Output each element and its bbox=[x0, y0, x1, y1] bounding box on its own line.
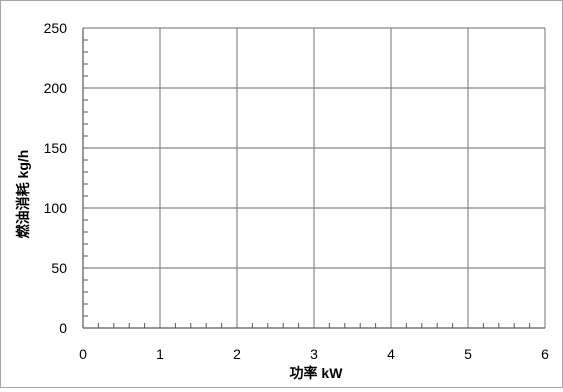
y-tick-label-200: 200 bbox=[44, 80, 68, 96]
tick-marks bbox=[83, 39, 531, 328]
y-tick-label-100: 100 bbox=[44, 200, 68, 216]
x-tick-labels: 0 1 2 3 4 5 6 bbox=[79, 346, 549, 362]
axes bbox=[82, 28, 545, 329]
x-tick-label-1: 1 bbox=[156, 346, 164, 362]
y-tick-label-150: 150 bbox=[44, 140, 68, 156]
x-tick-label-3: 3 bbox=[310, 346, 318, 362]
grid bbox=[83, 27, 546, 328]
y-tick-label-50: 50 bbox=[51, 260, 67, 276]
y-tick-label-0: 0 bbox=[59, 320, 67, 336]
y-tick-labels: 0 50 100 150 200 250 bbox=[44, 20, 68, 336]
x-tick-label-4: 4 bbox=[387, 346, 395, 362]
x-axis-title: 功率 kW bbox=[290, 365, 344, 381]
x-tick-label-0: 0 bbox=[79, 346, 87, 362]
y-axis-title: 燃油消耗 kg/h bbox=[15, 150, 31, 239]
x-tick-label-6: 6 bbox=[541, 346, 549, 362]
y-tick-label-250: 250 bbox=[44, 20, 68, 36]
x-tick-label-5: 5 bbox=[464, 346, 472, 362]
x-tick-label-2: 2 bbox=[233, 346, 241, 362]
